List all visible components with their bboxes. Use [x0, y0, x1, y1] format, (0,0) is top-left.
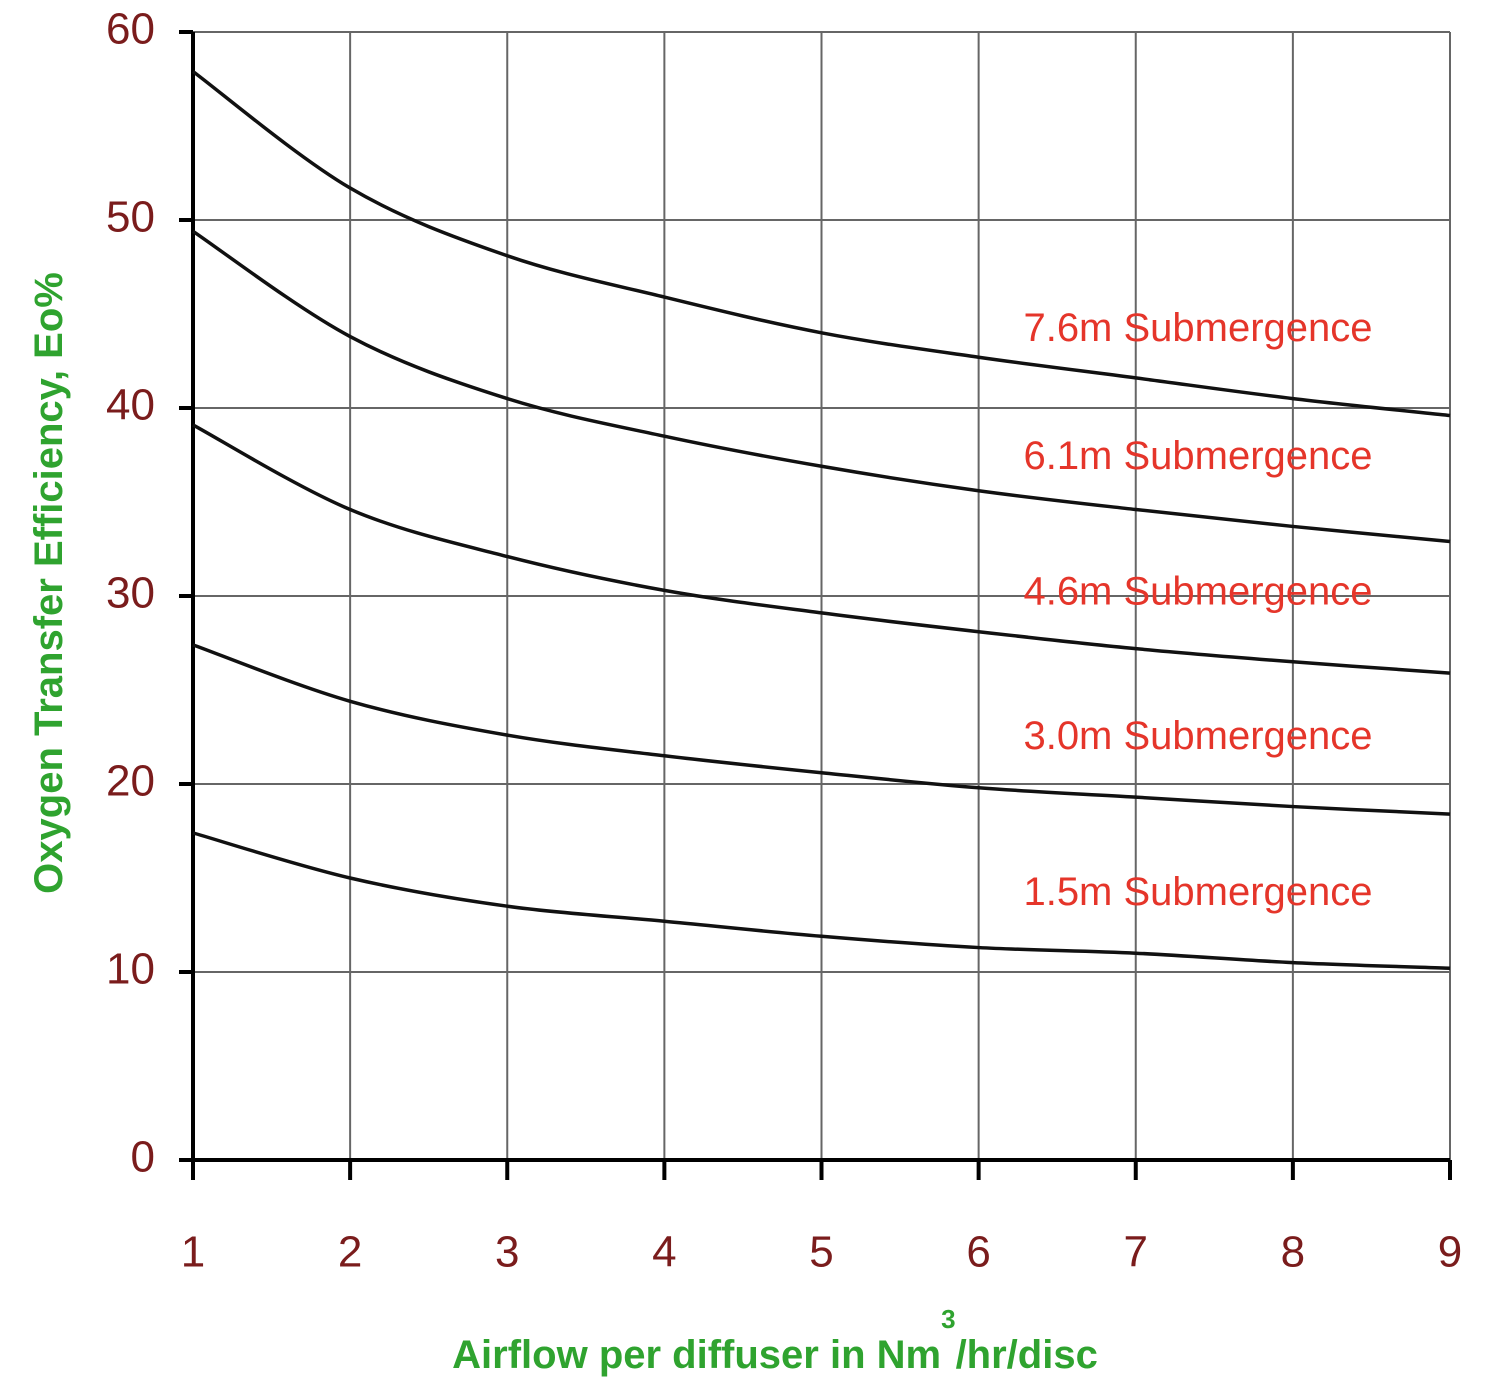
x-tick-label: 9: [1438, 1228, 1462, 1277]
series-line: [192, 643, 1451, 816]
y-tick-label: 20: [106, 757, 155, 806]
series-line: [192, 229, 1451, 544]
x-tick-label: 8: [1281, 1228, 1305, 1277]
series-line: [191, 70, 1451, 418]
series-label: 6.1m Submergence: [1023, 434, 1372, 478]
x-axis-label-part: /hr/disc: [956, 1333, 1098, 1377]
y-tick-label: 40: [106, 381, 155, 430]
series-label: 1.5m Submergence: [1023, 870, 1372, 914]
y-tick-label: 30: [106, 569, 155, 618]
x-tick-label: 1: [181, 1228, 205, 1277]
x-tick-label: 2: [338, 1228, 362, 1277]
series-label: 3.0m Submergence: [1023, 714, 1372, 758]
x-axis-label: Airflow per diffuser in Nm3/hr/disc: [452, 1304, 1098, 1377]
x-tick-label: 7: [1124, 1228, 1148, 1277]
series-label: 7.6m Submergence: [1023, 306, 1372, 350]
x-tick-label: 6: [966, 1228, 990, 1277]
x-tick-label: 4: [652, 1228, 676, 1277]
series-line: [192, 423, 1451, 675]
y-axis-label: Oxygen Transfer Efficiency, Eo%: [27, 272, 71, 894]
x-tick-label: 5: [809, 1228, 833, 1277]
x-axis-label-part: Airflow per diffuser in Nm: [452, 1333, 941, 1377]
y-tick-label: 60: [106, 5, 155, 54]
x-tick-label: 3: [495, 1228, 519, 1277]
y-tick-label: 50: [106, 193, 155, 242]
x-axis-label-superscript: 3: [941, 1304, 955, 1334]
series-label: 4.6m Submergence: [1023, 569, 1372, 613]
y-tick-label: 0: [131, 1133, 155, 1182]
y-tick-label: 10: [106, 945, 155, 994]
series-line: [192, 831, 1451, 970]
